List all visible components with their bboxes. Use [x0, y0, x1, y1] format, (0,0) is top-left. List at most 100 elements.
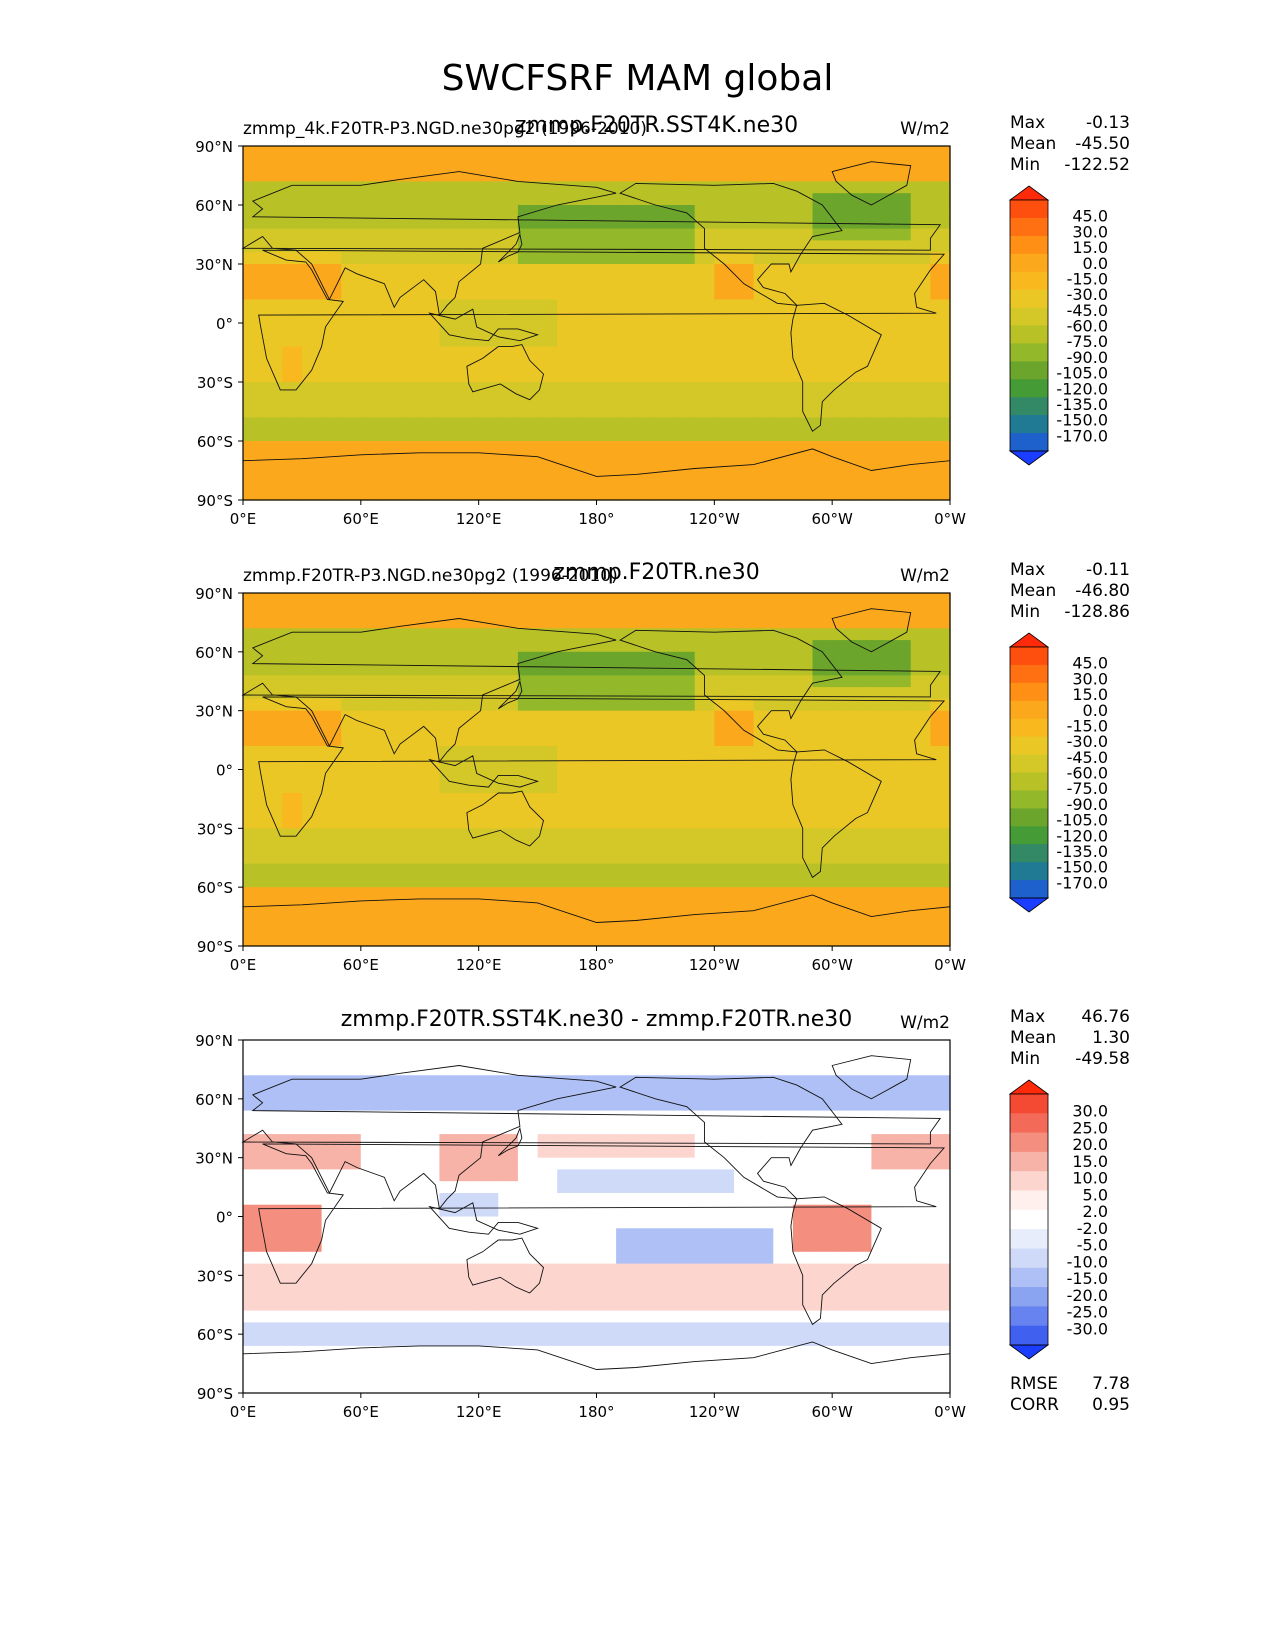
- field-cell: [832, 169, 853, 182]
- field-cell: [734, 922, 755, 935]
- field-cell: [871, 1369, 892, 1382]
- field-cell: [576, 875, 598, 888]
- field-cell: [419, 193, 440, 206]
- field-cell: [419, 781, 440, 794]
- field-cell: [812, 698, 833, 712]
- field-cell: [714, 616, 735, 629]
- field-cell: [459, 651, 480, 665]
- field-cell: [262, 181, 283, 194]
- figure-title: SWCFSRF MAM global: [441, 58, 834, 99]
- field-cell: [282, 1275, 303, 1288]
- field-cell: [871, 1263, 892, 1276]
- field-cell: [576, 382, 598, 395]
- field-cell: [537, 793, 558, 806]
- coastline-australia: [466, 790, 544, 847]
- field-cell: [537, 1181, 558, 1194]
- field-cell: [439, 604, 460, 618]
- field-cell: [380, 1075, 401, 1088]
- field-cell: [498, 346, 519, 359]
- field-cell: [400, 1298, 421, 1312]
- field-cell: [616, 287, 637, 300]
- field-cell: [282, 910, 303, 924]
- field-cell: [616, 793, 637, 806]
- field-cell: [517, 417, 539, 430]
- field-cell: [773, 934, 794, 947]
- field-cell: [478, 1345, 499, 1359]
- field-cell: [616, 1051, 637, 1065]
- field-cell: [478, 1357, 499, 1371]
- field-cell: [557, 1075, 578, 1088]
- field-cell: [282, 851, 303, 865]
- field-cell: [851, 663, 872, 676]
- field-cell: [694, 757, 715, 771]
- field-cell: [262, 1063, 283, 1076]
- colorbar-tick-label: -150.0: [1056, 411, 1108, 430]
- field-cell: [616, 722, 637, 735]
- field-cell: [635, 1240, 656, 1253]
- field-cell: [301, 323, 323, 336]
- field-cell: [498, 1110, 519, 1123]
- field-cell: [321, 1098, 342, 1112]
- field-cell: [537, 1051, 558, 1065]
- field-cell: [851, 1310, 872, 1323]
- field-cell: [832, 181, 853, 194]
- coastline-japan: [497, 232, 523, 263]
- field-cell: [792, 793, 814, 806]
- field-cell: [675, 1381, 696, 1394]
- field-cell: [517, 675, 539, 688]
- field-cell: [635, 370, 656, 383]
- stat-value: -0.13: [1086, 113, 1130, 133]
- field-cell: [635, 488, 656, 501]
- field-cell: [910, 604, 931, 618]
- field-cell: [262, 1040, 283, 1053]
- field-cell: [596, 604, 617, 618]
- field-cell: [478, 264, 499, 277]
- field-cell: [498, 604, 519, 618]
- field-cell: [930, 358, 951, 371]
- field-cell: [910, 1322, 931, 1335]
- field-cell: [517, 452, 539, 466]
- field-cell: [851, 675, 872, 688]
- field-cell: [871, 898, 892, 912]
- field-cell: [341, 1322, 362, 1335]
- field-cell: [812, 898, 833, 912]
- field-cell: [616, 1345, 637, 1359]
- field-cell: [360, 1345, 381, 1359]
- field-cell: [380, 382, 401, 395]
- field-cell: [891, 1322, 912, 1335]
- field-cell: [341, 616, 362, 629]
- field-cell: [341, 1098, 362, 1112]
- field-cell: [675, 452, 696, 466]
- field-cell: [576, 757, 598, 771]
- field-cell: [655, 687, 676, 700]
- field-cell: [734, 264, 755, 277]
- field-cell: [537, 781, 558, 794]
- field-cell: [714, 1087, 735, 1100]
- field-cell: [616, 781, 637, 794]
- field-cell: [734, 323, 755, 336]
- field-cell: [753, 346, 774, 359]
- field-cell: [243, 252, 264, 265]
- field-cell: [596, 593, 617, 606]
- field-cell: [498, 193, 519, 206]
- field-cell: [576, 616, 598, 629]
- field-cell: [301, 311, 323, 324]
- colorbar-swatch: [1010, 718, 1048, 738]
- field-cell: [419, 910, 440, 924]
- field-cell: [282, 441, 303, 454]
- lon-tick-label: 60°E: [343, 956, 379, 974]
- field-cell: [851, 851, 872, 865]
- colorbar-tick-label: -45.0: [1067, 301, 1108, 320]
- field-cell: [655, 628, 676, 641]
- field-cell: [694, 1181, 715, 1194]
- field-cell: [694, 1157, 715, 1171]
- field-cell: [616, 1298, 637, 1312]
- field-cell: [753, 1134, 774, 1147]
- field-cell: [459, 441, 480, 454]
- field-cell: [812, 1193, 833, 1206]
- field-cell: [753, 687, 774, 700]
- field-cell: [262, 651, 283, 665]
- field-cell: [576, 816, 598, 829]
- lat-tick-label: 30°S: [197, 1267, 233, 1285]
- field-cell: [537, 417, 558, 430]
